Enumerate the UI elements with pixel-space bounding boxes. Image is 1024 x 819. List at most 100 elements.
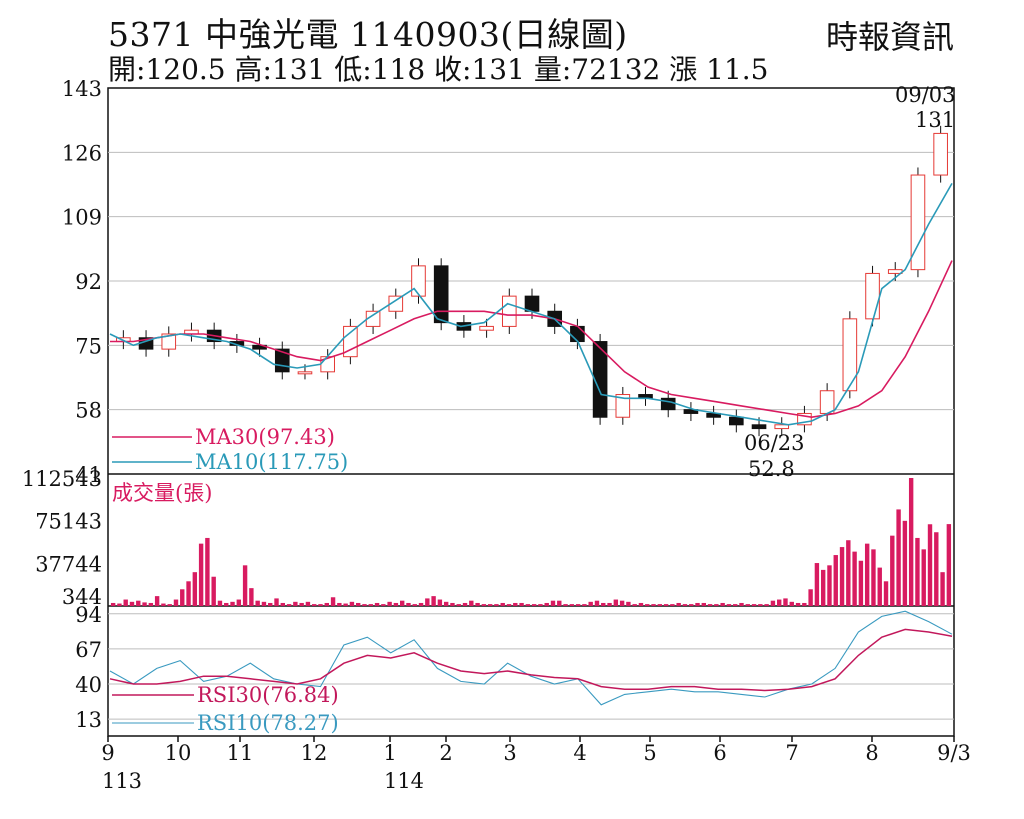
candle-body bbox=[729, 416, 744, 426]
volume-bar bbox=[280, 602, 285, 606]
volume-bar bbox=[682, 604, 688, 606]
volume-bar bbox=[286, 604, 292, 606]
rsi-tick-label: 13 bbox=[75, 708, 102, 732]
volume-bar bbox=[588, 601, 593, 606]
volume-bar bbox=[343, 603, 348, 606]
volume-bar bbox=[318, 604, 323, 606]
volume-bar bbox=[443, 601, 449, 606]
volume-bar bbox=[808, 589, 813, 606]
volume-bar bbox=[299, 602, 304, 606]
volume-bar bbox=[293, 601, 298, 606]
volume-bar bbox=[613, 599, 619, 606]
x-tick-label: 1 bbox=[383, 741, 396, 765]
volume-bar bbox=[802, 602, 807, 606]
moving-average-lines bbox=[109, 183, 953, 463]
year-label: 113 bbox=[102, 769, 142, 793]
volume-bar bbox=[356, 602, 361, 606]
volume-bar bbox=[161, 603, 166, 606]
volume-bar bbox=[619, 600, 625, 606]
volume-bar bbox=[758, 604, 763, 606]
volume-bar bbox=[148, 602, 154, 606]
volume-bar bbox=[607, 602, 612, 606]
volume-bar bbox=[324, 602, 329, 606]
chart-frame bbox=[107, 87, 955, 737]
volume-bar bbox=[569, 604, 575, 606]
volume-bar bbox=[236, 599, 242, 606]
candle-body bbox=[933, 132, 948, 176]
volume-bar bbox=[305, 601, 311, 606]
volume-bar bbox=[437, 599, 443, 606]
volume-bar bbox=[393, 602, 399, 606]
candle-body bbox=[683, 409, 699, 414]
volume-bar bbox=[871, 549, 876, 606]
volume-bar bbox=[399, 600, 405, 606]
x-tick-label: 8 bbox=[865, 741, 878, 765]
volume-bar bbox=[368, 604, 373, 606]
legend-ma30-label: MA30(97.43) bbox=[195, 425, 335, 449]
volume-bar bbox=[795, 602, 801, 606]
volume-bar bbox=[224, 602, 229, 606]
volume-tick-label: 112543 bbox=[22, 467, 102, 491]
x-tick-label: 7 bbox=[785, 741, 798, 765]
volume-bar bbox=[469, 600, 474, 606]
volume-bar bbox=[814, 563, 820, 606]
ma10-line bbox=[109, 183, 953, 426]
price-tick-label: 58 bbox=[75, 399, 102, 423]
volume-bar bbox=[902, 520, 908, 606]
volume-bar bbox=[720, 602, 725, 606]
volume-bar bbox=[783, 598, 788, 606]
volume-bar bbox=[418, 602, 424, 606]
volume-bar bbox=[513, 602, 518, 606]
volume-bar bbox=[695, 602, 700, 606]
annotation-high-date: 09/03 bbox=[895, 83, 956, 107]
volume-bar bbox=[915, 537, 920, 606]
rsi10-line bbox=[109, 610, 953, 706]
volume-bar bbox=[726, 604, 732, 606]
volume-bar bbox=[733, 604, 738, 606]
volume-bar bbox=[934, 532, 939, 606]
x-tick-label: 5 bbox=[643, 741, 656, 765]
volume-bar bbox=[362, 604, 367, 606]
volume-bar bbox=[739, 602, 744, 606]
volume-bar bbox=[582, 604, 587, 606]
volume-bar bbox=[770, 600, 776, 606]
rsi-tick-label: 40 bbox=[75, 673, 102, 697]
volume-bar bbox=[450, 602, 455, 606]
volume-bar bbox=[538, 604, 543, 606]
volume-panel-title: 成交量(張) bbox=[112, 481, 212, 505]
volume-bar bbox=[475, 602, 480, 606]
volume-bar bbox=[506, 604, 512, 606]
volume-bar bbox=[676, 602, 681, 606]
volume-bar bbox=[186, 581, 191, 606]
x-tick-label: 10 bbox=[165, 741, 192, 765]
volume-bar bbox=[714, 604, 719, 606]
ohlc-summary: 開:120.5 高:131 低:118 收:131 量:72132 漲 11.5 bbox=[108, 53, 769, 86]
volume-bar bbox=[883, 581, 889, 606]
chart-title: 5371 中強光電 1140903(日線圖) bbox=[108, 15, 628, 54]
candle-body bbox=[433, 265, 449, 324]
volume-bar bbox=[550, 600, 556, 606]
volume-bar bbox=[632, 604, 637, 606]
volume-bar bbox=[563, 604, 568, 606]
x-tick-label: 4 bbox=[573, 741, 586, 765]
volume-bar bbox=[689, 604, 694, 606]
volume-bar bbox=[173, 599, 179, 606]
volume-bar bbox=[412, 604, 417, 606]
price-tick-label: 109 bbox=[62, 206, 102, 230]
annotation-high-value: 131 bbox=[915, 108, 955, 132]
volume-bar bbox=[456, 604, 461, 606]
volume-bar bbox=[839, 547, 845, 606]
volume-bar bbox=[525, 604, 531, 606]
candle-body bbox=[161, 333, 177, 350]
price-tick-label: 143 bbox=[62, 77, 102, 101]
legend-rsi10-label: RSI10(78.27) bbox=[197, 711, 339, 735]
volume-bar bbox=[142, 602, 147, 606]
candle-body bbox=[797, 412, 812, 426]
volume-bar bbox=[205, 537, 210, 606]
volume-bar bbox=[626, 601, 631, 606]
volume-bar bbox=[230, 601, 235, 606]
volume-bar bbox=[701, 602, 706, 606]
plot-border bbox=[107, 87, 955, 737]
volume-bar bbox=[670, 604, 675, 606]
